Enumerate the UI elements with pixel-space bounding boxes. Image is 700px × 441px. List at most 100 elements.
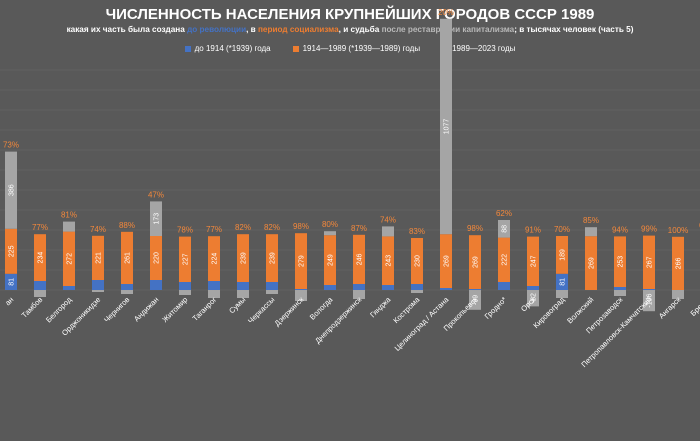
value-label-post: -106 xyxy=(647,293,654,307)
category-label: Тамбов xyxy=(20,295,45,320)
bar-segment-soviet xyxy=(295,233,307,289)
bar-segment-soviet xyxy=(150,236,162,280)
pct-label: 100% xyxy=(668,226,688,235)
pct-label: 82% xyxy=(264,223,280,232)
category-label: Дзержинск xyxy=(273,295,306,328)
value-label-soviet: 230 xyxy=(415,255,422,267)
value-label-soviet: 220 xyxy=(154,252,161,264)
bar-segment-post xyxy=(556,290,568,298)
value-label-post: -99 xyxy=(473,295,480,305)
category-label: Гродно* xyxy=(483,295,509,321)
category-label: ан xyxy=(3,295,15,307)
bar-segment-post xyxy=(5,151,17,229)
bar-segment-soviet xyxy=(556,236,568,274)
pct-label: 63% xyxy=(699,221,700,230)
bar-segment-post xyxy=(440,18,452,235)
bar-segment-post xyxy=(34,290,46,297)
bar-segment-soviet xyxy=(440,234,452,288)
value-label-soviet: 222 xyxy=(502,254,509,266)
pct-label: 88% xyxy=(119,221,135,230)
value-label-soviet: 239 xyxy=(270,252,277,264)
value-label-soviet: 239 xyxy=(241,252,248,264)
legend-item-pre: до 1914 (*1939) года xyxy=(184,44,271,53)
category-label: Чернигов xyxy=(102,295,131,324)
value-label-pre: 81 xyxy=(9,278,16,286)
bar-segment-soviet xyxy=(498,237,510,282)
pct-label: 85% xyxy=(583,216,599,225)
subtitle-part-7: ; в тысячах человек (часть 5) xyxy=(514,25,634,34)
bar-segment-post xyxy=(92,290,104,292)
bar-segment-post xyxy=(179,290,191,295)
value-label-post: -82 xyxy=(531,293,538,303)
pct-label: 77% xyxy=(206,225,222,234)
bar-segment-post xyxy=(382,226,394,237)
bar-segment-pre xyxy=(34,281,46,290)
bar-segment-post xyxy=(643,290,655,312)
value-label-pre: 81 xyxy=(560,278,567,286)
pct-label: 73% xyxy=(3,141,19,150)
bar-segment-post xyxy=(672,290,684,299)
bar-segment-pre xyxy=(556,273,568,290)
value-label-soviet: 279 xyxy=(299,255,306,267)
bar-segment-pre xyxy=(440,288,452,290)
bar-segment-pre xyxy=(353,284,365,290)
legend-item-soviet: 1914—1989 (*1939—1989) годы xyxy=(292,44,420,53)
legend-label-post: 1989—2023 годы xyxy=(452,44,516,53)
category-label: Черкассы xyxy=(246,295,276,325)
bar-segment-pre xyxy=(469,289,481,290)
bar-segment-post xyxy=(469,290,481,310)
bar-segment-soviet xyxy=(208,236,220,281)
bar-segment-post xyxy=(121,290,133,294)
value-label-soviet: 189 xyxy=(560,249,567,261)
value-label-soviet: 234 xyxy=(38,252,45,264)
pct-label: 77% xyxy=(32,223,48,232)
bar-segment-post xyxy=(353,290,365,299)
subtitle-part-1: какая их часть была создана xyxy=(66,25,188,34)
category-label: Целиноград / Астана xyxy=(393,294,451,352)
pct-label: 20% xyxy=(438,8,454,17)
bar-segment-pre xyxy=(266,282,278,290)
value-label-post: 173 xyxy=(154,213,161,225)
category-label: Ангарск xyxy=(657,295,683,321)
bar-segment-post xyxy=(295,290,307,301)
category-label: Таганрог xyxy=(191,295,219,323)
category-label: Гянджа xyxy=(368,294,393,319)
category-label: Сумы xyxy=(227,295,247,315)
pct-label: 80% xyxy=(322,220,338,229)
bar-segment-post xyxy=(237,290,249,298)
bar-segment-post xyxy=(411,290,423,293)
value-label-soviet: 253 xyxy=(618,256,625,268)
pct-label: 82% xyxy=(235,223,251,232)
bar-segment-soviet xyxy=(614,236,626,287)
bar-segment-post xyxy=(498,220,510,238)
legend-swatch-soviet xyxy=(292,45,299,52)
bar-segment-post xyxy=(527,290,539,307)
legend-swatch-pre xyxy=(184,45,191,52)
bar-segment-pre xyxy=(382,285,394,290)
bar-segment-soviet xyxy=(63,231,75,286)
bar-segment-soviet xyxy=(92,235,104,280)
pct-label: 98% xyxy=(467,224,483,233)
value-label-soviet: 269 xyxy=(589,257,596,269)
bar-segment-soviet xyxy=(179,236,191,282)
bar-segment-pre xyxy=(92,280,104,290)
category-label: Белгород xyxy=(44,295,74,325)
bar-segment-soviet xyxy=(5,228,17,274)
bar-segment-pre xyxy=(237,282,249,290)
category-label: Волжский xyxy=(565,295,595,325)
bar-segment-soviet xyxy=(353,234,365,284)
category-label: Брест* xyxy=(689,295,700,318)
bar-segment-pre xyxy=(150,280,162,290)
value-label-soviet: 224 xyxy=(212,253,219,265)
pct-label: 98% xyxy=(293,222,309,231)
pct-label: 99% xyxy=(641,225,657,234)
category-label: Вологда xyxy=(308,294,335,321)
category-label: Житомир xyxy=(160,295,189,324)
bar-segment-post xyxy=(150,201,162,236)
bar-segment-pre xyxy=(295,289,307,290)
legend-label-pre: до 1914 (*1939) года xyxy=(194,44,271,53)
value-label-soviet: 269 xyxy=(444,255,451,267)
bar-segment-post xyxy=(63,221,75,232)
pct-label: 91% xyxy=(525,226,541,235)
